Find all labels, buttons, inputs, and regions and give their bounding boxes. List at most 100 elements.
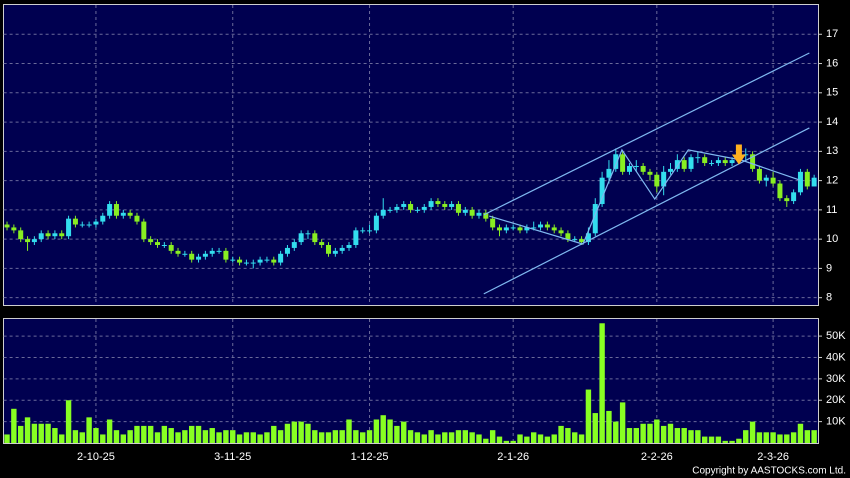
- volume-bar: [469, 432, 475, 443]
- volume-bar: [175, 432, 181, 443]
- volume-bar: [585, 389, 592, 443]
- candle-body: [141, 221, 147, 240]
- volume-bar: [257, 434, 263, 443]
- candle-body: [462, 209, 468, 213]
- volume-bar: [558, 425, 564, 443]
- volume-bar: [38, 423, 44, 443]
- candle-body: [107, 204, 113, 216]
- y-tick-label: 10: [826, 233, 838, 245]
- candle-body: [305, 233, 311, 235]
- volume-bar: [264, 432, 270, 443]
- y-tick-label: 12: [826, 175, 838, 187]
- candle-body: [367, 230, 373, 232]
- candle-body: [695, 157, 701, 159]
- candle-body: [45, 233, 51, 237]
- candle-body: [490, 218, 496, 228]
- volume-bar: [243, 432, 250, 443]
- volume-bar: [489, 430, 496, 443]
- volume-bar: [565, 428, 571, 443]
- volume-bar: [688, 430, 694, 443]
- volume-bar: [572, 432, 578, 443]
- volume-bar: [312, 430, 318, 443]
- volume-bar: [660, 425, 667, 443]
- candle-body: [572, 239, 578, 241]
- volume-panel: [3, 318, 819, 444]
- volume-bar: [640, 423, 646, 443]
- candle-body: [127, 212, 133, 216]
- volume-bar: [154, 432, 161, 443]
- y-tick-label: 10K: [826, 416, 846, 428]
- candle-body: [606, 168, 612, 178]
- candle-body: [613, 154, 619, 169]
- volume-bar: [619, 402, 626, 443]
- y-tick-label: 40K: [826, 351, 846, 363]
- volume-bar: [804, 430, 810, 443]
- candle-body: [25, 239, 31, 243]
- volume-bar: [373, 419, 380, 443]
- candle-body: [449, 204, 455, 207]
- volume-bar: [435, 434, 441, 443]
- candle-body: [93, 221, 99, 225]
- candle-body: [681, 160, 687, 169]
- volume-bar: [216, 432, 222, 443]
- volume-bar: [626, 428, 633, 443]
- trend-line: [483, 52, 810, 216]
- candle-body: [353, 230, 359, 245]
- candle-body: [551, 227, 557, 231]
- candle-body: [510, 227, 516, 229]
- candle-body: [729, 160, 735, 164]
- volume-bar: [271, 425, 277, 443]
- volume-bar: [496, 436, 503, 443]
- volume-bar: [455, 430, 462, 443]
- candle-body: [743, 154, 749, 156]
- volume-bar: [305, 423, 311, 443]
- volume-bar: [756, 432, 763, 443]
- candle-body: [750, 154, 756, 169]
- candle-body: [243, 262, 249, 264]
- candle-body: [408, 204, 414, 210]
- volume-bar: [674, 428, 681, 443]
- candle-body: [291, 242, 297, 248]
- volume-bar: [428, 430, 434, 443]
- volume-bar: [141, 425, 147, 443]
- volume-bar: [544, 436, 551, 443]
- volume-bar: [790, 432, 797, 443]
- candle-body: [298, 233, 304, 243]
- arrow-marker: [731, 144, 746, 165]
- candle-body: [476, 212, 482, 216]
- y-tick-label: 50K: [826, 330, 846, 342]
- volume-bar: [667, 423, 674, 443]
- volume-bar: [72, 430, 79, 443]
- candle-body: [237, 259, 243, 263]
- volume-bar: [524, 436, 530, 443]
- candle-body: [168, 245, 174, 251]
- candle-body: [797, 171, 803, 193]
- volume-bar: [202, 430, 209, 443]
- volume-bar: [147, 425, 154, 443]
- candle-body: [585, 233, 591, 243]
- candle-body: [702, 157, 708, 164]
- volume-bar: [401, 421, 407, 443]
- volume-bar: [366, 430, 373, 443]
- candle-body: [414, 209, 420, 211]
- volume-bar: [613, 421, 619, 443]
- volume-bar: [517, 434, 523, 443]
- candle-body: [715, 160, 721, 164]
- candle-body: [428, 201, 434, 207]
- candle-body: [401, 204, 407, 207]
- candle-body: [421, 206, 427, 210]
- volume-bar: [52, 428, 58, 443]
- volume-bar: [394, 425, 400, 443]
- volume-bar: [332, 430, 339, 443]
- candle-body: [373, 215, 379, 231]
- candle-body: [763, 177, 769, 181]
- volume-bar: [31, 423, 38, 443]
- y-tick-label: 9: [826, 262, 832, 274]
- volume-bar: [4, 434, 10, 443]
- candle-body: [31, 239, 37, 243]
- volume-bar: [599, 323, 605, 443]
- y-tick-label: 30K: [826, 373, 846, 385]
- candle-body: [524, 227, 530, 231]
- candle-body: [11, 227, 17, 231]
